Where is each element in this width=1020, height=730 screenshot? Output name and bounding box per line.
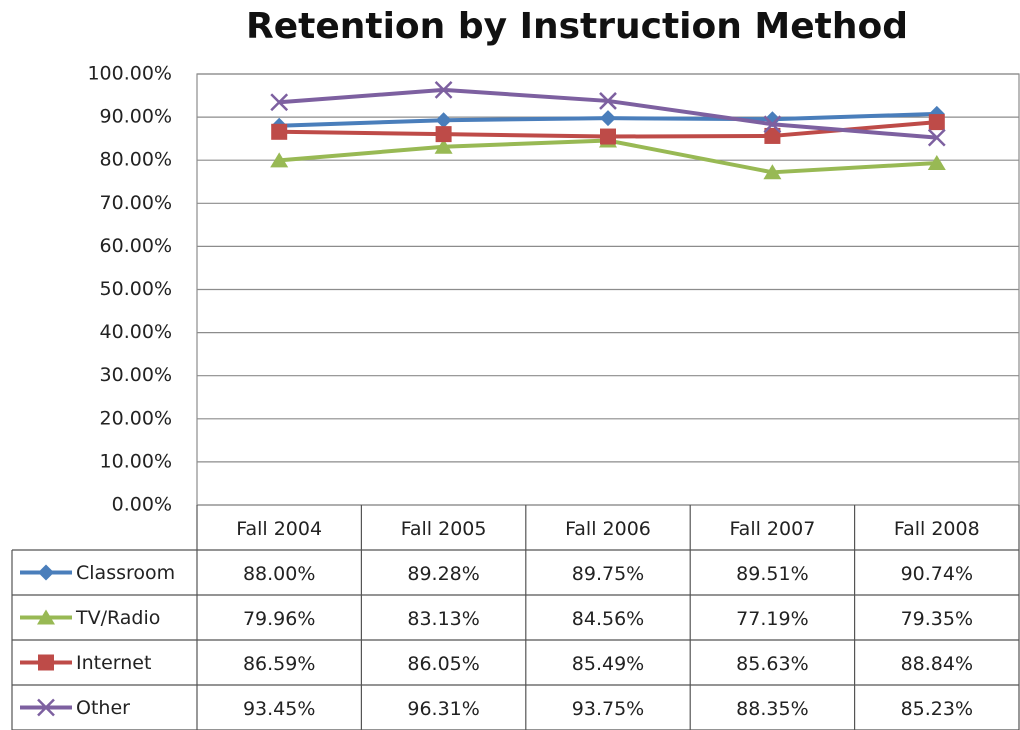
table-value: 84.56% bbox=[572, 608, 644, 630]
y-tick-label: 40.00% bbox=[100, 321, 172, 343]
legend-label: Internet bbox=[76, 652, 151, 674]
legend-label: Classroom bbox=[76, 562, 175, 584]
legend-marker bbox=[37, 698, 55, 717]
table-value: 93.75% bbox=[572, 698, 644, 720]
table-value: 86.59% bbox=[243, 653, 315, 675]
point bbox=[435, 126, 452, 143]
y-tick-label: 60.00% bbox=[100, 235, 172, 257]
y-tick-label: 10.00% bbox=[100, 450, 172, 472]
point bbox=[763, 115, 782, 134]
y-tick-label: 80.00% bbox=[100, 149, 172, 171]
legend-marker bbox=[38, 564, 54, 581]
y-tick-label: 100.00% bbox=[87, 63, 172, 85]
y-tick-label: 90.00% bbox=[100, 106, 172, 128]
table-value: 89.75% bbox=[572, 563, 644, 585]
table-value: 89.51% bbox=[736, 563, 808, 585]
table-value: 93.45% bbox=[243, 698, 315, 720]
y-tick-label: 50.00% bbox=[100, 278, 172, 300]
point bbox=[270, 93, 289, 112]
point bbox=[927, 128, 946, 147]
y-tick-label: 30.00% bbox=[100, 364, 172, 386]
table-value: 79.35% bbox=[901, 608, 973, 630]
x-tick-label: Fall 2008 bbox=[894, 518, 980, 540]
table-value: 88.35% bbox=[736, 698, 808, 720]
table-value: 83.13% bbox=[407, 608, 479, 630]
point bbox=[270, 152, 289, 168]
x-tick-label: Fall 2006 bbox=[565, 518, 651, 540]
table-value: 79.96% bbox=[243, 608, 315, 630]
point bbox=[764, 127, 781, 144]
y-tick-label: 0.00% bbox=[112, 494, 172, 516]
point bbox=[600, 110, 616, 127]
plot-border bbox=[196, 73, 1020, 506]
y-tick-label: 70.00% bbox=[100, 192, 172, 214]
table-value: 96.31% bbox=[407, 698, 479, 720]
legend-marker bbox=[38, 654, 54, 671]
point bbox=[435, 112, 452, 129]
y-tick-label: 20.00% bbox=[100, 407, 172, 429]
table-value: 88.84% bbox=[901, 653, 973, 675]
legend-marker bbox=[37, 609, 55, 625]
x-tick-label: Fall 2007 bbox=[730, 518, 816, 540]
point bbox=[600, 128, 616, 145]
table-value: 85.63% bbox=[736, 653, 808, 675]
point bbox=[271, 123, 288, 140]
chart-title: Retention by Instruction Method bbox=[246, 6, 908, 47]
legend-label: TV/Radio bbox=[75, 607, 160, 629]
table-value: 86.05% bbox=[407, 653, 479, 675]
table-value: 85.23% bbox=[901, 698, 973, 720]
point bbox=[763, 164, 782, 180]
legend-label: Other bbox=[76, 697, 130, 719]
table-value: 88.00% bbox=[243, 563, 315, 585]
point bbox=[434, 81, 453, 99]
table-value: 89.28% bbox=[407, 563, 479, 585]
table-value: 90.74% bbox=[901, 563, 973, 585]
table-value: 77.19% bbox=[736, 608, 808, 630]
point bbox=[434, 138, 453, 154]
point bbox=[927, 155, 946, 171]
point bbox=[928, 114, 945, 131]
point bbox=[599, 92, 617, 110]
x-tick-label: Fall 2005 bbox=[401, 518, 487, 540]
table-value: 85.49% bbox=[572, 653, 644, 675]
x-tick-label: Fall 2004 bbox=[236, 518, 322, 540]
